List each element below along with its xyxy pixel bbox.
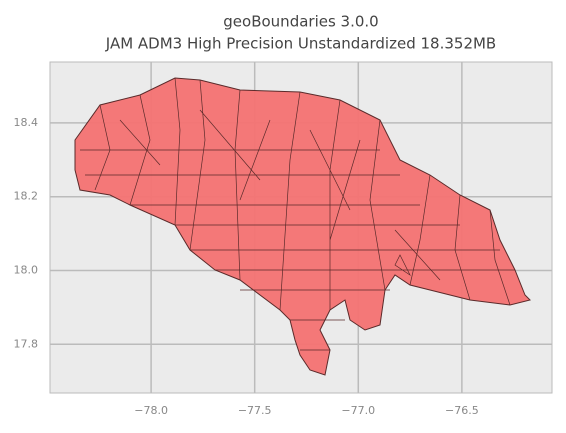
x-tick-label: −76.5 <box>445 404 479 417</box>
chart-subtitle: JAM ADM3 High Precision Unstandardized 1… <box>105 35 496 53</box>
chart-title: geoBoundaries 3.0.0 <box>223 13 378 31</box>
y-tick-label: 18.2 <box>14 190 39 203</box>
x-tick-label: −77.5 <box>238 404 272 417</box>
y-tick-label: 18.0 <box>14 263 39 276</box>
y-tick-label: 18.4 <box>14 116 39 129</box>
y-tick-label: 17.8 <box>14 337 39 350</box>
x-tick-label: −77.0 <box>341 404 375 417</box>
map <box>74 77 531 376</box>
boundaries <box>80 77 515 351</box>
x-tick-label: −78.0 <box>134 404 168 417</box>
